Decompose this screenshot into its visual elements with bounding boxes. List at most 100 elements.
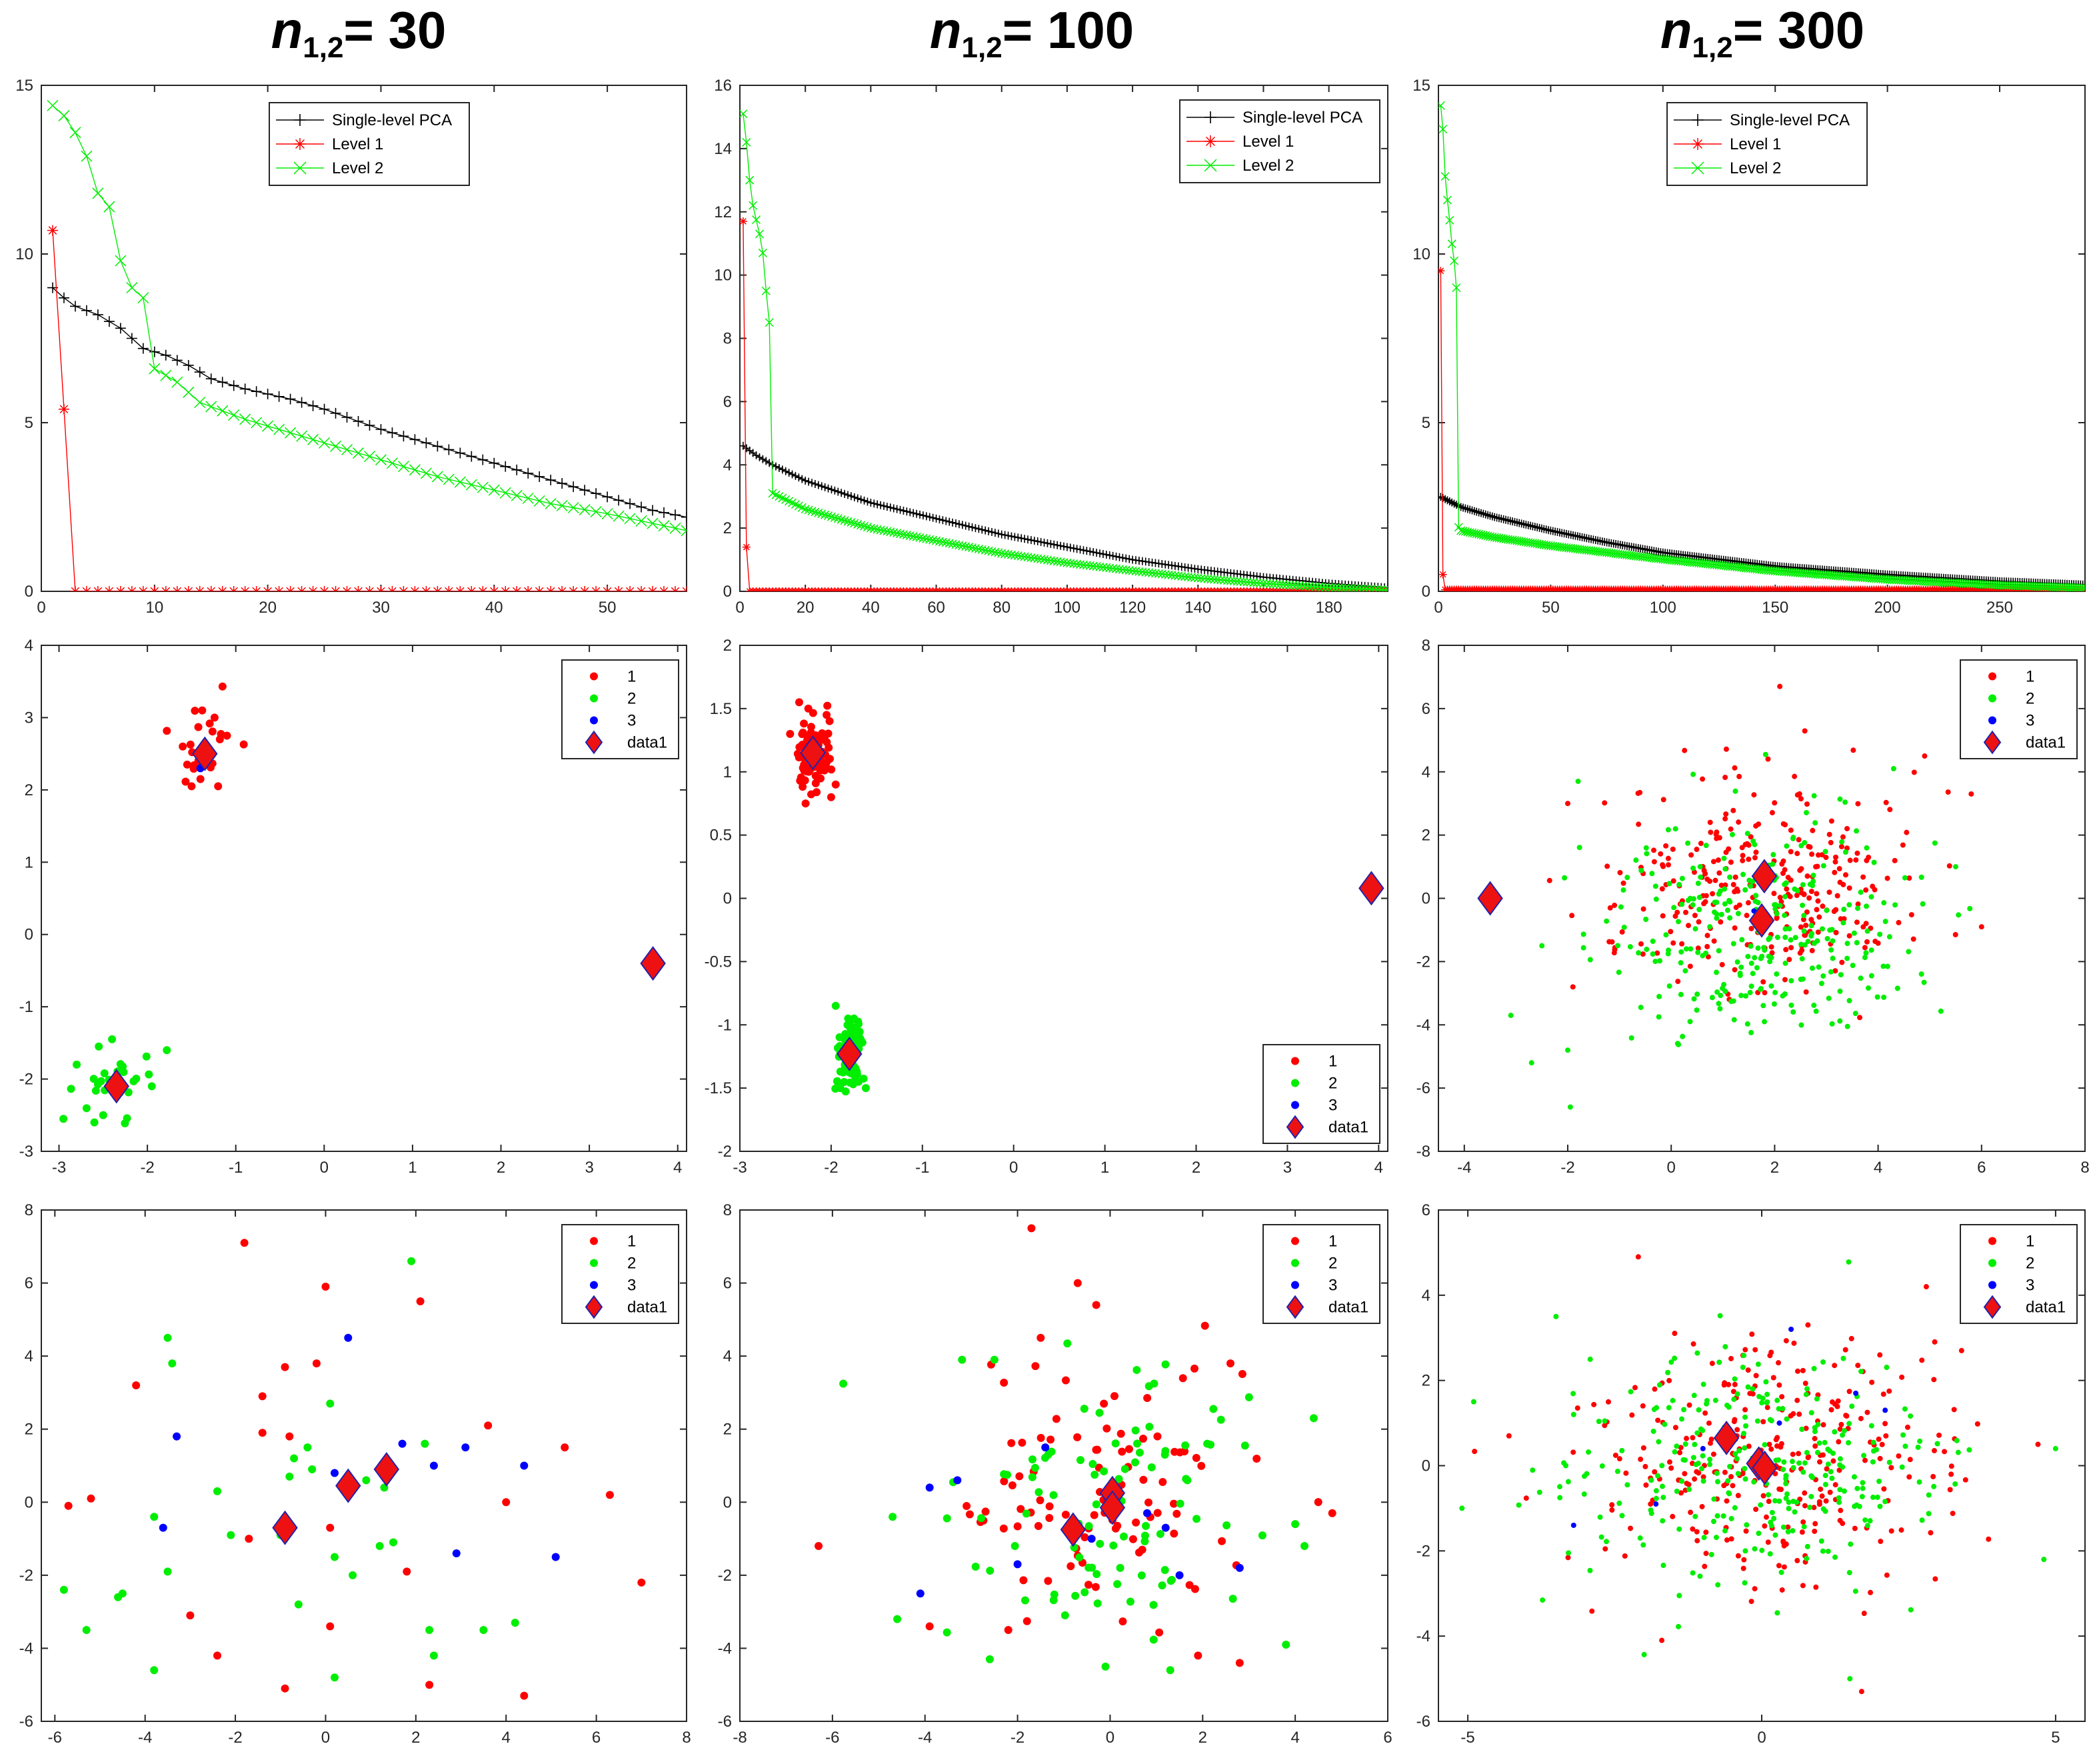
dot-marker: [1570, 984, 1576, 990]
dot-marker: [1811, 793, 1817, 799]
dot-marker: [1116, 1563, 1124, 1572]
plus-marker: [1118, 553, 1127, 562]
dot-marker: [1862, 1457, 1868, 1463]
x-tick-label: 50: [599, 599, 617, 617]
dot-marker: [119, 1062, 127, 1071]
dot-marker: [1061, 1376, 1070, 1385]
dot-marker: [1804, 909, 1810, 915]
plus-marker: [991, 529, 999, 537]
dot-marker: [1023, 1617, 1031, 1625]
dot-marker: [1717, 1006, 1723, 1012]
dot-marker: [1829, 1021, 1835, 1027]
x-marker: [160, 369, 172, 381]
legend-label: data1: [627, 734, 667, 752]
star-marker: [625, 586, 636, 591]
dot-marker: [1854, 919, 1860, 925]
x-marker: [228, 409, 240, 421]
dot-marker: [1955, 1449, 1961, 1455]
dot-marker: [1607, 905, 1613, 911]
dot-marker: [840, 1078, 849, 1087]
dot-marker: [1666, 1377, 1672, 1383]
dot-marker: [1840, 1355, 1846, 1361]
y-tick-label: -6: [19, 1713, 33, 1731]
dot-marker: [1133, 1439, 1142, 1448]
dot-marker: [1877, 1352, 1883, 1358]
dot-marker: [807, 728, 815, 737]
dot-marker: [1523, 1495, 1529, 1501]
dot-marker: [1714, 911, 1720, 917]
plus-marker: [183, 359, 194, 371]
star-marker: [205, 586, 217, 591]
dot-marker: [1887, 807, 1893, 813]
x-marker: [251, 417, 263, 429]
dot-marker: [1830, 1450, 1836, 1456]
dot-marker: [1745, 1367, 1751, 1373]
x-marker: [1364, 585, 1373, 591]
dot-marker: [1700, 1478, 1706, 1484]
dot-marker: [943, 1628, 951, 1637]
series-data1: [1060, 1475, 1126, 1547]
y-tick-label: 14: [714, 140, 732, 158]
dot-marker: [1816, 1440, 1822, 1446]
dot-marker: [258, 1392, 267, 1401]
dot-marker: [1794, 1499, 1800, 1505]
dot-marker: [1864, 939, 1870, 945]
x-marker: [194, 397, 206, 409]
dot-marker: [1797, 867, 1803, 873]
x-marker: [443, 473, 455, 485]
dot-marker: [1687, 1019, 1693, 1025]
dot-marker: [1864, 845, 1870, 851]
dot-marker: [1932, 840, 1938, 846]
dot-marker: [1536, 1489, 1542, 1495]
series-1: [64, 1239, 646, 1700]
dot-marker: [1660, 1495, 1666, 1501]
dot-marker: [1806, 1454, 1812, 1460]
dot-marker: [1665, 827, 1671, 833]
legend-label: 1: [627, 1233, 636, 1251]
dot-marker: [1760, 979, 1766, 985]
x-marker: [115, 255, 127, 267]
dot-marker: [1143, 1393, 1152, 1402]
dot-marker: [1013, 1560, 1022, 1569]
dot-marker: [1619, 1513, 1625, 1519]
dot-marker: [1660, 863, 1666, 869]
dot-marker: [1866, 854, 1872, 860]
dot-marker: [1731, 1419, 1737, 1425]
dot-marker: [1860, 874, 1866, 880]
dot-marker: [1792, 935, 1798, 941]
dot-marker: [1682, 1441, 1688, 1447]
legend-label: Level 1: [1242, 133, 1294, 151]
dot-marker: [1728, 1515, 1734, 1521]
dot-marker: [1553, 1313, 1559, 1319]
dot-marker: [1716, 870, 1722, 876]
plus-marker: [1017, 534, 1026, 543]
legend-item: 1: [590, 668, 636, 686]
x-marker: [1380, 585, 1388, 591]
dot-marker: [215, 735, 224, 743]
dot-marker: [1714, 969, 1720, 975]
dot-marker: [1695, 881, 1701, 887]
dot-marker: [1782, 913, 1788, 919]
dot-marker: [1641, 1651, 1647, 1657]
legend-label: 1: [2026, 668, 2034, 686]
x-marker: [804, 505, 813, 515]
dot-marker: [213, 1651, 221, 1660]
x-tick-label: 2: [1770, 1159, 1779, 1177]
x-marker: [409, 464, 421, 476]
dot-marker: [1694, 1538, 1700, 1544]
dot-marker: [1785, 875, 1791, 881]
dot-marker: [825, 717, 834, 725]
dot-marker: [1824, 907, 1830, 913]
dot-marker: [1724, 1498, 1730, 1504]
dot-marker: [1686, 923, 1692, 929]
x-marker: [1347, 584, 1356, 591]
star-marker: [591, 586, 602, 591]
dot-marker: [1734, 1427, 1740, 1433]
plot-content: [47, 99, 687, 591]
dot-marker: [1711, 1496, 1717, 1502]
plus-marker: [557, 478, 568, 489]
dot-marker: [1791, 1340, 1797, 1346]
plus-marker: [1204, 111, 1216, 123]
x-marker: [273, 423, 285, 435]
x-marker: [749, 201, 758, 210]
